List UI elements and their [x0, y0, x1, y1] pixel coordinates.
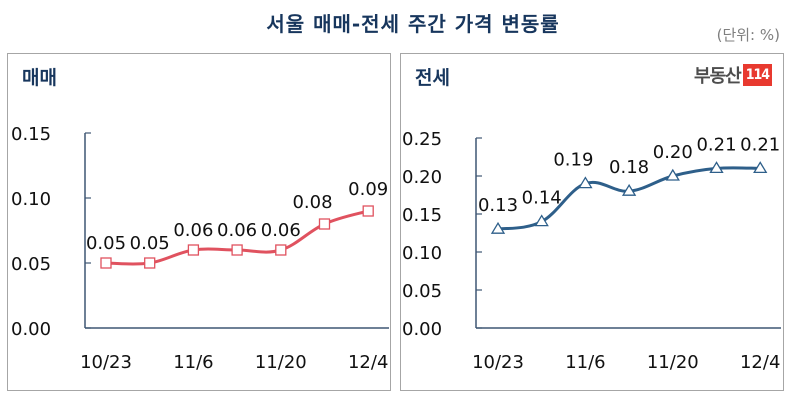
logo-text: 부동산 [694, 66, 742, 87]
data-label: 0.21 [740, 134, 780, 155]
y-tick-label: 0.05 [402, 281, 442, 302]
square-marker-icon [100, 257, 112, 269]
data-label: 0.19 [553, 150, 593, 171]
jeonse-line-chart: 0.25 0.20 0.15 0.10 0.05 0.00 10/23 11/6 11/20 12… [402, 129, 781, 373]
data-label: 0.14 [522, 188, 562, 209]
data-label: 0.06 [261, 220, 301, 241]
logo: 부동산 114 [694, 62, 772, 88]
data-label: 0.06 [173, 220, 213, 241]
square-marker-icon [231, 244, 243, 256]
square-marker-icon [275, 244, 287, 256]
data-label: 0.05 [130, 233, 170, 254]
triangle-marker-icon [621, 183, 637, 196]
chart-title: 서울 매매-전세 주간 가격 변동률 [0, 8, 796, 37]
y-tick-label: 0.15 [11, 124, 51, 145]
triangle-marker-icon [709, 161, 724, 174]
x-tick-label: 11/20 [647, 352, 699, 373]
data-label: 0.06 [217, 220, 257, 241]
y-tick-label: 0.10 [11, 189, 51, 210]
triangle-marker-icon [665, 168, 680, 181]
data-label: 0.08 [292, 192, 332, 213]
square-marker-icon [362, 205, 374, 217]
triangle-marker-icon [534, 214, 549, 227]
y-tick-label: 0.05 [11, 254, 51, 275]
x-tick-label: 10/23 [80, 352, 132, 373]
square-marker-icon [144, 257, 156, 269]
x-tick-label: 11/20 [255, 352, 307, 373]
data-label: 0.09 [348, 179, 388, 200]
jeonse-panel: 전세 부동산 114 0.25 0.20 0.15 0.10 0.05 0.00 10/23… [400, 53, 784, 391]
y-tick-label: 0.00 [11, 319, 51, 340]
chart-title-text: 서울 매매-전세 주간 가격 변동률 [266, 12, 560, 36]
x-tick-label: 11/6 [173, 352, 213, 373]
data-label: 0.05 [86, 233, 126, 254]
x-tick-label: 11/6 [565, 352, 605, 373]
square-marker-icon [318, 218, 331, 230]
data-label: 0.20 [653, 142, 693, 163]
logo-badge: 114 [742, 64, 772, 86]
y-tick-label: 0.10 [402, 243, 442, 264]
triangle-marker-icon [490, 221, 506, 234]
triangle-marker-icon [578, 176, 593, 189]
sale-panel-title: 매매 [22, 67, 57, 89]
sale-panel: 매매 0.15 0.10 0.05 0.00 10/23 11/6 11/20 12/4 0.0… [7, 53, 391, 391]
x-tick-label: 12/4 [348, 352, 388, 373]
x-tick-label: 10/23 [472, 352, 524, 373]
unit-label: (단위: %) [716, 26, 780, 44]
y-tick-label: 0.15 [402, 205, 442, 226]
triangle-marker-icon [753, 161, 768, 174]
y-tick-label: 0.00 [402, 319, 442, 340]
square-marker-icon [187, 244, 200, 256]
data-label: 0.21 [696, 134, 736, 155]
y-tick-label: 0.20 [402, 167, 442, 188]
y-tick-label: 0.25 [402, 129, 442, 150]
x-tick-label: 12/4 [740, 352, 780, 373]
data-label: 0.18 [609, 157, 649, 178]
data-label: 0.13 [478, 195, 518, 216]
jeonse-panel-title: 전세 [415, 67, 450, 89]
